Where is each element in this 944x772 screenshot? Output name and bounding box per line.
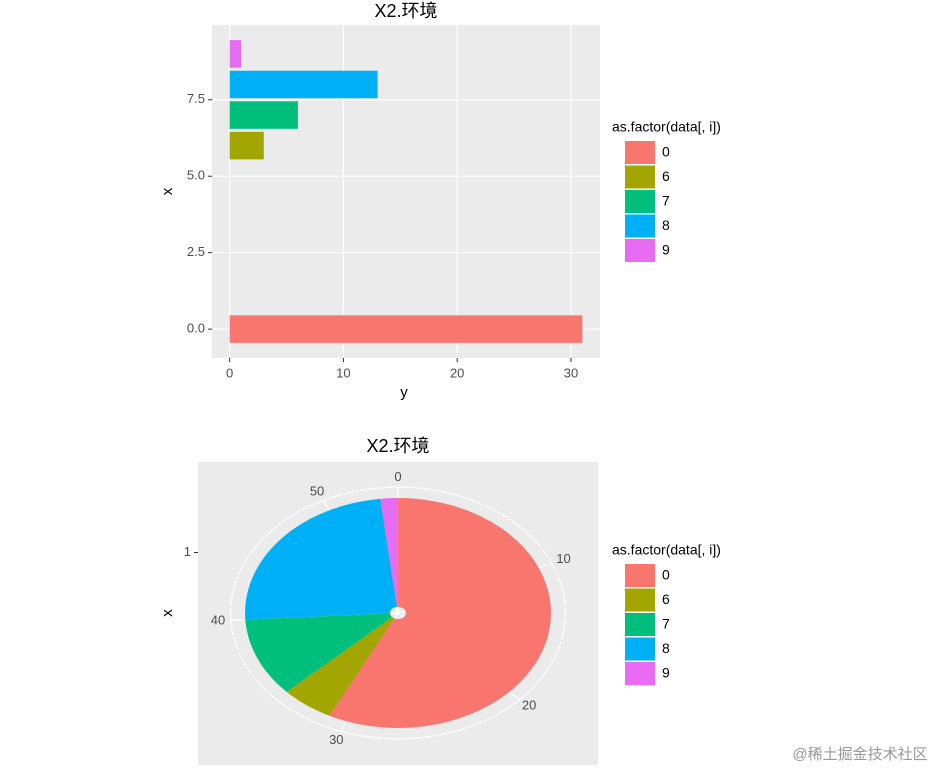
legend-title: as.factor(data[, i]) [612,119,721,135]
legend-label: 8 [662,217,670,233]
legend-key [625,564,655,587]
legend-key [625,662,655,685]
bar [229,315,583,343]
bar [229,40,242,68]
theta-tick-label: 0 [394,469,401,484]
y-axis-title: y [400,384,408,401]
legend-key [625,165,655,189]
pie-slice [245,613,393,692]
legend-key [625,190,655,213]
x-tick-label: 7.5 [187,91,205,106]
chart-title: X2.环境 [374,1,437,21]
y-tick-label: 10 [336,365,350,380]
theta-tick-label: 20 [522,697,536,712]
chart-title: X2.环境 [366,436,429,456]
theta-tick-label: 40 [211,612,225,627]
y-tick-label: 20 [450,365,464,380]
watermark: @稀土掘金技术社区 [792,746,927,763]
pie-slice [245,498,398,620]
r-tick-label: 1 [184,544,191,559]
theta-tick-label: 30 [329,732,343,747]
bar [229,70,378,99]
x-tick-label: 0.0 [187,321,205,336]
bar [229,131,264,160]
legend-label: 6 [662,591,670,607]
legend-key [625,141,655,164]
legend-key [625,637,655,661]
x-axis-title: x [159,187,176,195]
legend-label: 0 [662,144,670,160]
legend-label: 0 [662,567,670,583]
legend-title: as.factor(data[, i]) [612,542,721,558]
legend-label: 6 [662,168,670,184]
pie-slice [286,617,395,716]
theta-tick-label: 50 [310,483,324,498]
legend-key [625,613,655,636]
legend-label: 9 [662,665,670,681]
bar [229,101,298,129]
y-tick-label: 30 [564,365,578,380]
legend-label: 7 [662,193,670,209]
legend-label: 9 [662,242,670,258]
x-tick-label: 2.5 [187,244,205,259]
x-axis-title: x [159,609,176,617]
legend-key [625,588,655,612]
pie-slice [380,498,398,607]
y-tick-label: 0 [226,365,233,380]
legend-key [625,239,655,262]
theta-tick-label: 10 [556,551,570,566]
legend-label: 7 [662,616,670,632]
legend-label: 8 [662,640,670,656]
pie-slice [329,498,551,728]
x-tick-label: 5.0 [187,168,205,183]
legend-key [625,214,655,238]
